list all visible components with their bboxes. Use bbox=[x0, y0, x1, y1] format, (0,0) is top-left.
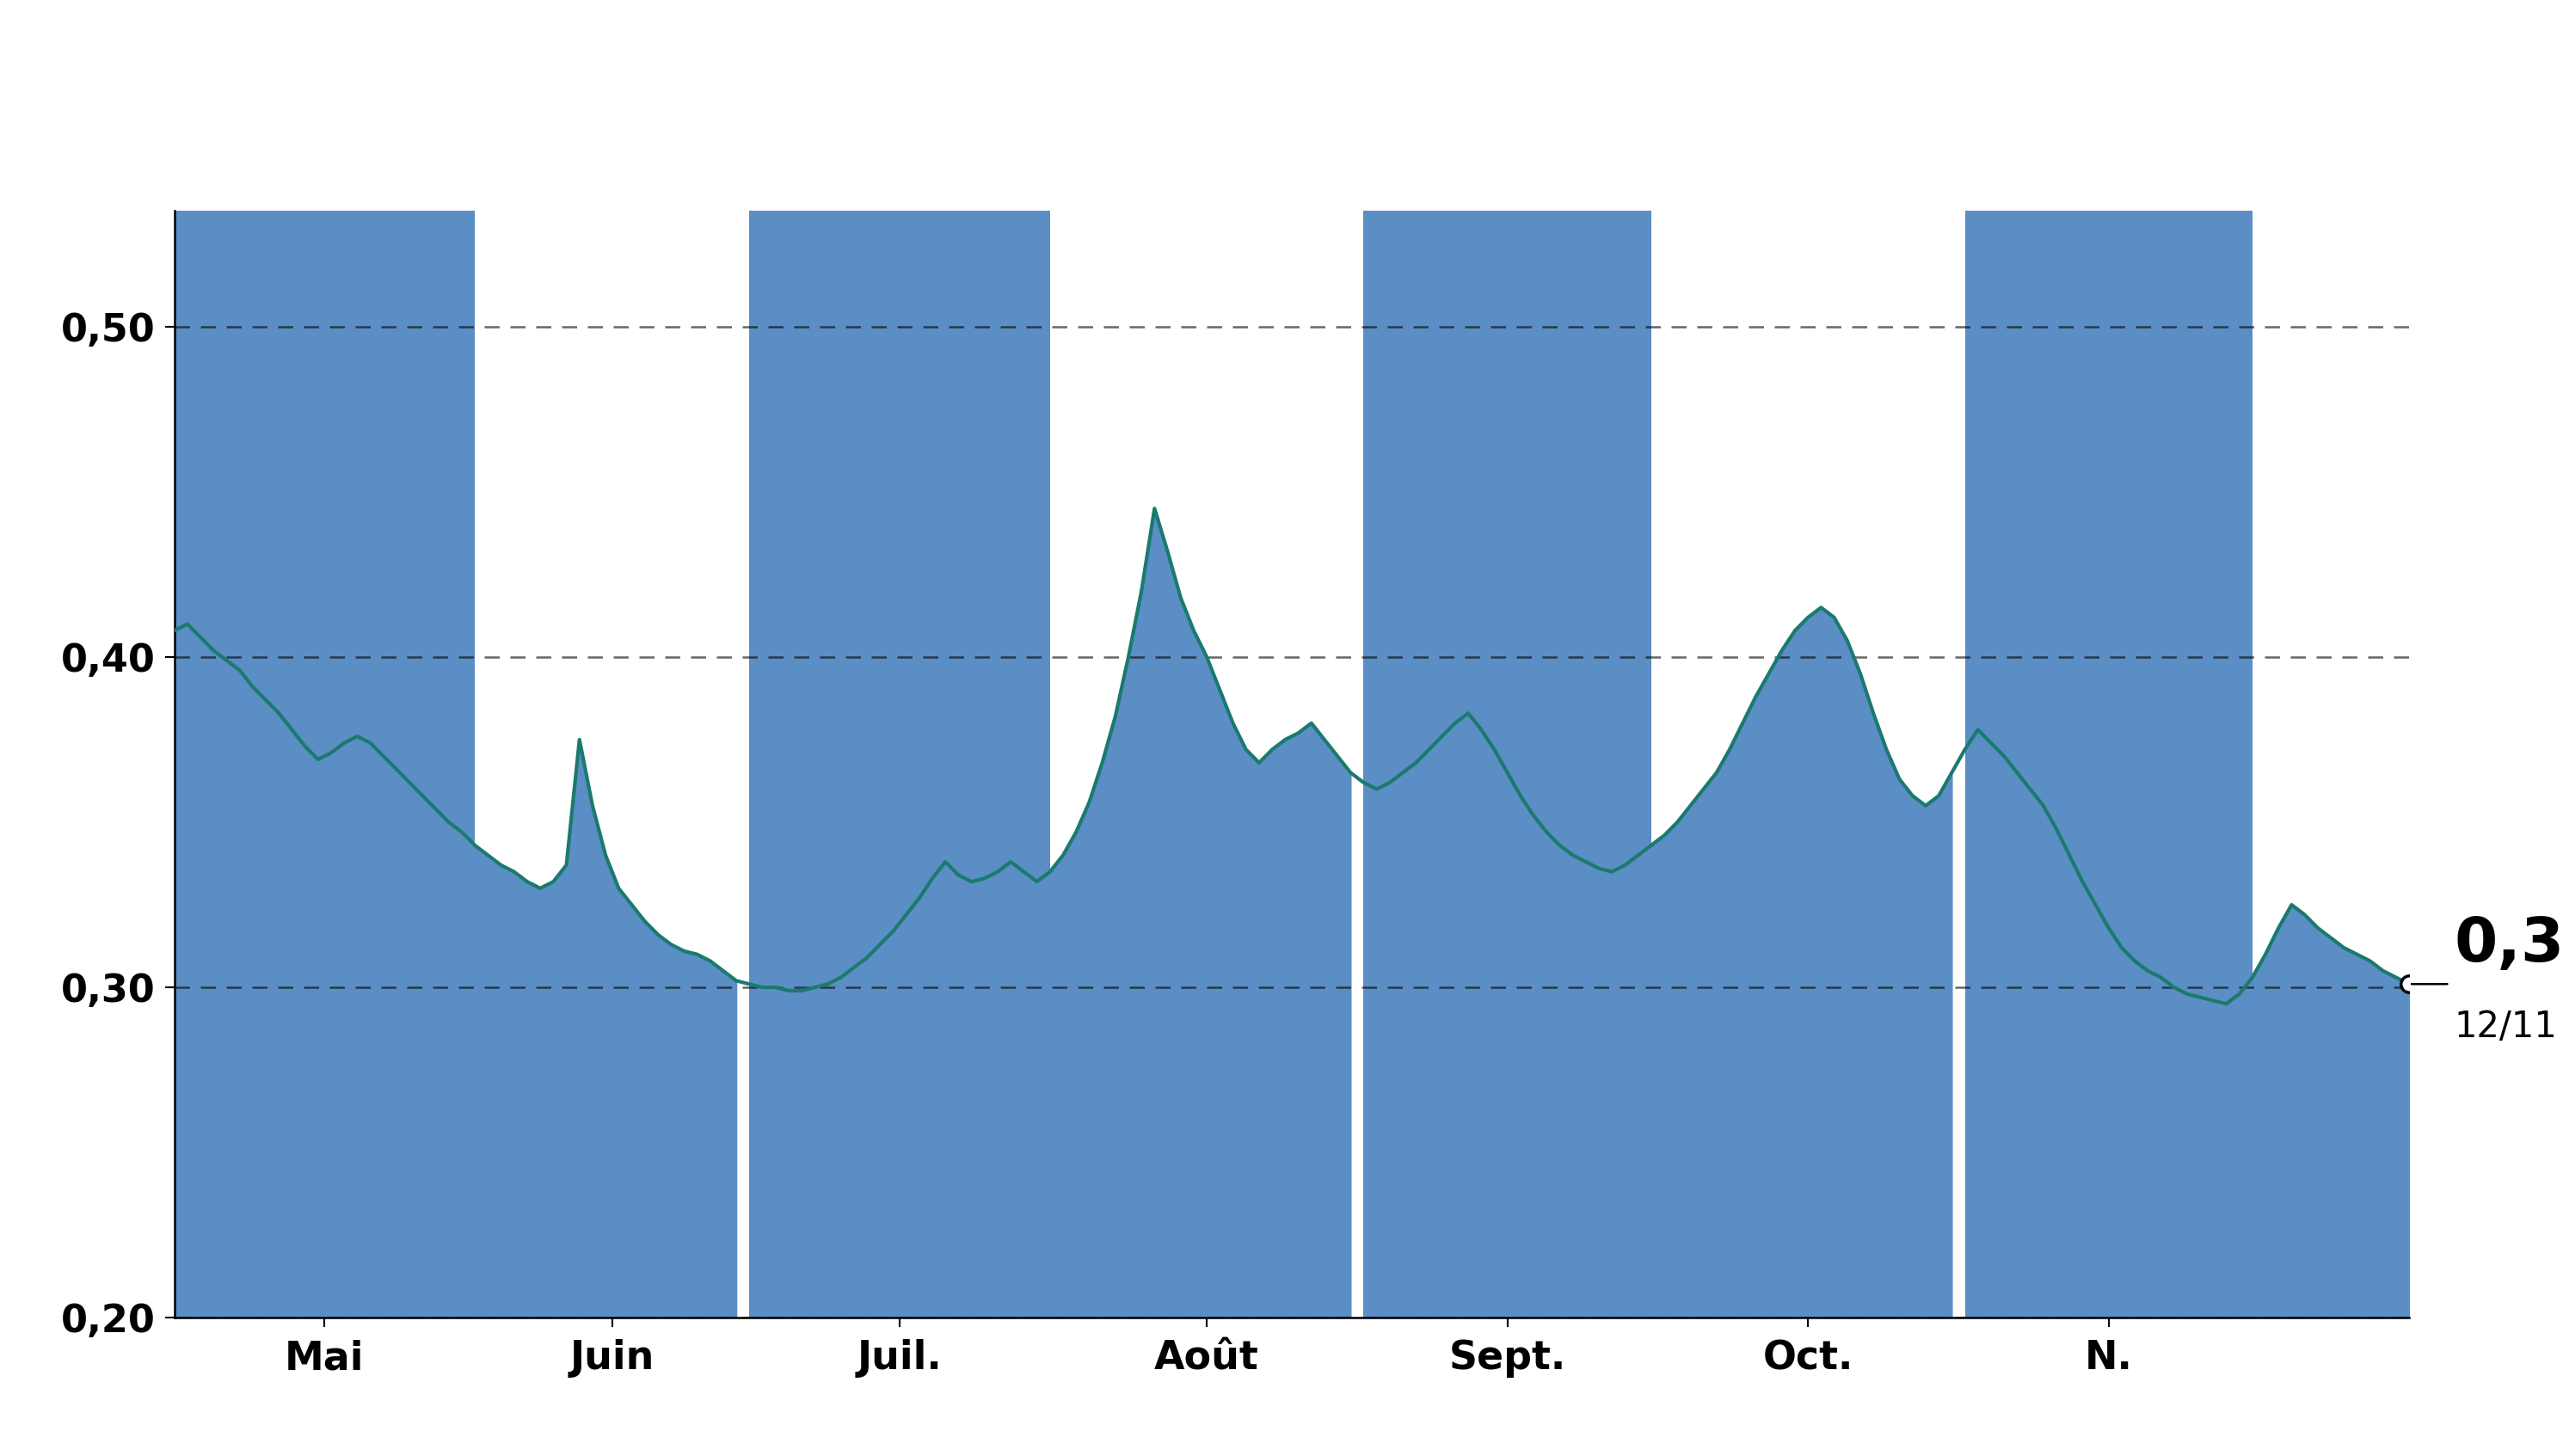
Bar bbox=[748, 211, 1051, 1318]
Text: 0,31: 0,31 bbox=[2455, 914, 2563, 974]
Bar bbox=[1966, 211, 2253, 1318]
Text: GENSIGHT BIOLOGICS: GENSIGHT BIOLOGICS bbox=[697, 38, 1866, 130]
Bar bbox=[1364, 211, 1651, 1318]
Bar bbox=[174, 211, 474, 1318]
Text: 12/11: 12/11 bbox=[2455, 1009, 2558, 1045]
